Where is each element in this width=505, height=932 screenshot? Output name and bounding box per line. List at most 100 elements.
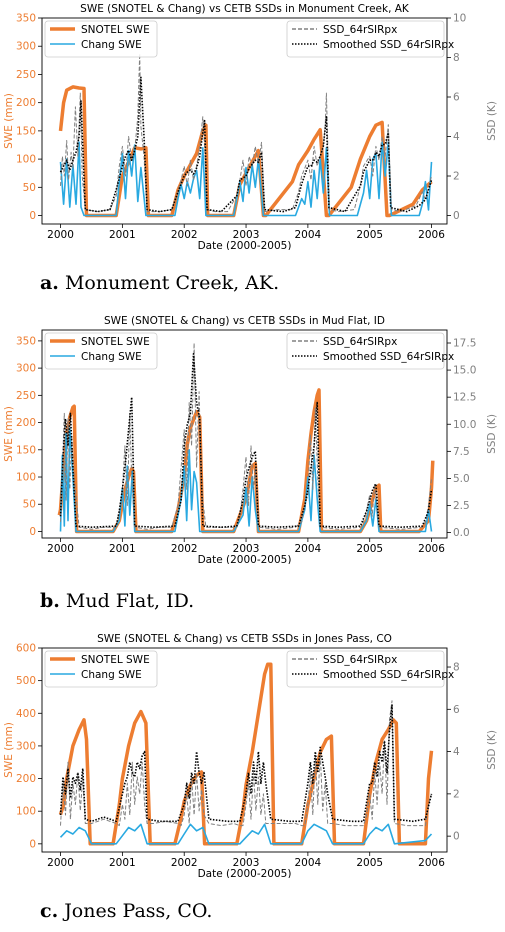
y2-tick-label: 4 (453, 131, 460, 143)
plot-frame (41, 647, 448, 853)
legend-right: SSD_64rSIRpx Smoothed SSD_64rSIRpx (286, 650, 454, 688)
y-tick-label: 250 (16, 69, 36, 81)
y2-axis-label: SSD (K) (486, 414, 498, 454)
y2-axis-label: SSD (K) (486, 101, 498, 141)
y2-tick-label: 7.5 (453, 446, 470, 458)
legend-label: Smoothed SSD_64rSIRpx (323, 351, 454, 363)
legend-box (286, 20, 445, 58)
caption-text: Mud Flat, ID. (65, 590, 195, 612)
legend-box (286, 650, 445, 688)
series-line-ssd-64rsirpx (60, 342, 432, 530)
legend-left: SNOTEL SWE Chang SWE (44, 20, 158, 58)
y-tick-label: 200 (16, 97, 36, 109)
y-tick-label: 300 (16, 740, 36, 752)
plot-frame (41, 329, 448, 539)
y-tick-label: 150 (16, 444, 36, 456)
caption-c: c. Jones Pass, CO. (40, 900, 212, 922)
legend-label: SSD_64rSIRpx (323, 336, 397, 348)
x-axis-label: Date (2000-2005) (198, 868, 292, 878)
y-tick-label: 300 (16, 363, 36, 375)
y-tick-label: 0 (29, 526, 36, 538)
x-tick-label: 2006 (418, 857, 445, 869)
y-tick-label: 350 (16, 13, 36, 25)
chart-svg-a: SWE (SNOTEL & Chang) vs CETB SSDs in Mon… (3, 3, 498, 250)
x-tick-label: 2000 (47, 229, 74, 241)
y2-tick-label: 6 (453, 92, 460, 104)
legend-label: Chang SWE (81, 39, 142, 51)
legend-right: SSD_64rSIRpx Smoothed SSD_64rSIRpx (286, 332, 454, 370)
y2-tick-label: 0 (453, 831, 460, 843)
series-line-ssd-64rsirpx (60, 700, 432, 827)
y-tick-label: 50 (23, 499, 36, 511)
y2-tick-label: 10.0 (453, 419, 476, 431)
caption-letter: c. (40, 900, 59, 922)
x-tick-label: 2002 (171, 857, 198, 869)
series-line-smoothed-ssd-64rsirpx (59, 76, 433, 213)
caption-b: b. Mud Flat, ID. (40, 590, 194, 612)
caption-text: Jones Pass, CO. (64, 900, 213, 922)
y-tick-label: 50 (23, 182, 36, 194)
y2-tick-label: 0.0 (453, 527, 470, 539)
x-tick-label: 2004 (295, 543, 322, 555)
legend-label: SNOTEL SWE (81, 654, 150, 666)
y2-tick-label: 5.0 (453, 473, 470, 485)
chart-svg-b: SWE (SNOTEL & Chang) vs CETB SSDs in Mud… (3, 315, 498, 564)
x-tick-label: 2005 (356, 857, 383, 869)
y-tick-label: 600 (16, 643, 36, 655)
legend-right: SSD_64rSIRpx Smoothed SSD_64rSIRpx (286, 20, 454, 58)
y-tick-label: 300 (16, 41, 36, 53)
caption-a: a. Monument Creek, AK. (40, 272, 279, 294)
legend-left: SNOTEL SWE Chang SWE (44, 332, 158, 370)
series-line-ssd-64rsirpx (60, 53, 432, 213)
x-tick-label: 2004 (295, 229, 322, 241)
y-tick-label: 250 (16, 390, 36, 402)
x-tick-label: 2004 (295, 857, 322, 869)
legend-label: SNOTEL SWE (81, 24, 150, 36)
y2-axis-label: SSD (K) (486, 730, 498, 770)
x-tick-label: 2001 (109, 229, 136, 241)
x-tick-label: 2003 (233, 229, 260, 241)
y-tick-label: 350 (16, 335, 36, 347)
y-tick-label: 500 (16, 675, 36, 687)
y-axis-label: SWE (mm) (3, 722, 15, 778)
series-line-chang-swe (59, 823, 433, 845)
series-group (57, 342, 435, 534)
series-line-smoothed-ssd-64rsirpx (59, 352, 433, 528)
legend-label: Chang SWE (81, 669, 142, 681)
legend-label: Smoothed SSD_64rSIRpx (323, 669, 454, 681)
x-tick-label: 2006 (418, 229, 445, 241)
x-tick-label: 2000 (47, 543, 74, 555)
x-tick-label: 2005 (356, 229, 383, 241)
caption-letter: a. (40, 272, 59, 294)
chart-panel-mud-flat: SWE (SNOTEL & Chang) vs CETB SSDs in Mud… (0, 312, 505, 622)
y-tick-label: 200 (16, 773, 36, 785)
x-tick-label: 2001 (109, 543, 136, 555)
x-tick-label: 2005 (356, 543, 383, 555)
caption-text: Monument Creek, AK. (64, 272, 280, 294)
y2-tick-label: 2 (453, 788, 460, 800)
chart-panel-monument-creek: SWE (SNOTEL & Chang) vs CETB SSDs in Mon… (0, 0, 505, 300)
chart-title: SWE (SNOTEL & Chang) vs CETB SSDs in Mon… (80, 3, 410, 15)
series-group (58, 662, 434, 846)
y2-tick-label: 6 (453, 704, 460, 716)
x-tick-label: 2001 (109, 857, 136, 869)
chart-svg-c: SWE (SNOTEL & Chang) vs CETB SSDs in Jon… (3, 633, 498, 878)
y-tick-label: 150 (16, 125, 36, 137)
legend-label: SSD_64rSIRpx (323, 654, 397, 666)
y2-tick-label: 2.5 (453, 500, 470, 512)
y-tick-label: 0 (29, 210, 36, 222)
y2-tick-label: 12.5 (453, 392, 476, 404)
y2-tick-label: 0 (453, 210, 460, 222)
y-axis-label: SWE (mm) (3, 93, 15, 149)
y-tick-label: 400 (16, 708, 36, 720)
x-axis-label: Date (2000-2005) (198, 240, 292, 250)
legend-label: Chang SWE (81, 351, 142, 363)
x-tick-label: 2003 (233, 543, 260, 555)
legend-label: SNOTEL SWE (81, 336, 150, 348)
chart-title: SWE (SNOTEL & Chang) vs CETB SSDs in Mud… (104, 315, 385, 327)
x-tick-label: 2006 (418, 543, 445, 555)
y-axis-label: SWE (mm) (3, 406, 15, 462)
caption-letter: b. (40, 590, 60, 612)
x-tick-label: 2000 (47, 857, 74, 869)
y-tick-label: 100 (16, 806, 36, 818)
